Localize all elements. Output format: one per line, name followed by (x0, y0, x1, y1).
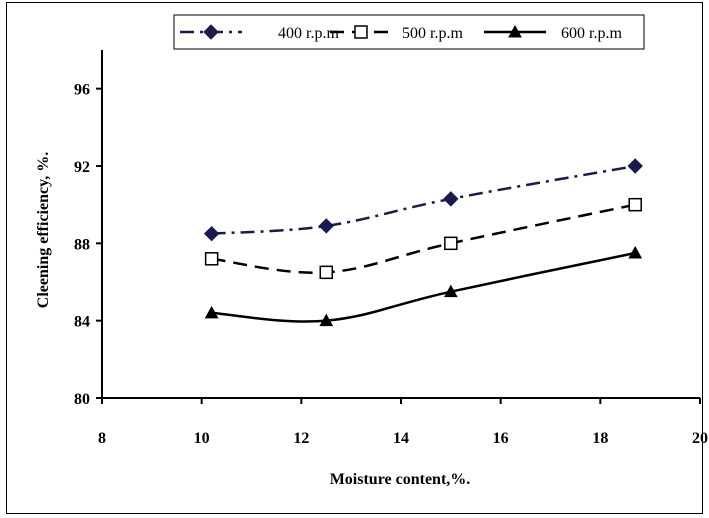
y-tick-label: 84 (74, 314, 90, 331)
series-line (211, 251, 636, 323)
data-point (203, 225, 220, 242)
legend-item: 600 r.p.m (484, 24, 622, 42)
legend-item: 400 r.p.m (180, 24, 339, 42)
series-line (211, 203, 636, 274)
chart-frame (6, 2, 703, 514)
data-point (319, 313, 334, 327)
series-1 (203, 158, 643, 242)
x-tick-label: 16 (493, 430, 509, 447)
y-tick-label: 92 (74, 159, 90, 176)
y-tick-label: 80 (74, 391, 90, 408)
x-tick-label: 18 (592, 430, 608, 447)
y-tick-label: 88 (74, 236, 90, 253)
legend-item: 500 r.p.m (330, 25, 463, 42)
data-point (443, 191, 459, 207)
legend-box (173, 14, 645, 50)
x-tick-label: 20 (692, 430, 708, 447)
series-2 (204, 197, 642, 280)
data-point (204, 252, 219, 266)
data-point (318, 218, 334, 234)
series-3 (204, 245, 643, 327)
data-point (319, 265, 333, 280)
data-point (443, 284, 458, 298)
legend-marker (354, 25, 368, 39)
legend-label: 400 r.p.m (278, 25, 339, 42)
series-line (211, 164, 636, 235)
x-axis-title: Moisture content,%. (330, 471, 471, 488)
axis-ticks: 8 10 12 14 16 18 20 80 84 88 92 96 (74, 82, 708, 447)
data-point (204, 305, 219, 319)
legend-label: 600 r.p.m (561, 25, 622, 42)
legend-marker (203, 24, 219, 40)
y-axis-title: Cleening efficiency, %. (35, 152, 52, 308)
x-tick-label: 12 (293, 430, 309, 447)
axes (101, 50, 700, 399)
data-point (628, 197, 642, 212)
legend-marker (508, 24, 522, 38)
y-tick-label: 96 (74, 82, 90, 99)
x-tick-label: 14 (393, 430, 409, 447)
legend: 400 r.p.m 500 r.p.m 600 r.p.m (173, 14, 645, 50)
data-point (628, 245, 643, 259)
data-point (444, 236, 458, 251)
x-tick-label: 10 (194, 430, 210, 447)
data-point (627, 158, 643, 174)
legend-label: 500 r.p.m (402, 25, 463, 42)
series-layer (203, 158, 643, 327)
x-tick-label: 8 (98, 430, 106, 447)
